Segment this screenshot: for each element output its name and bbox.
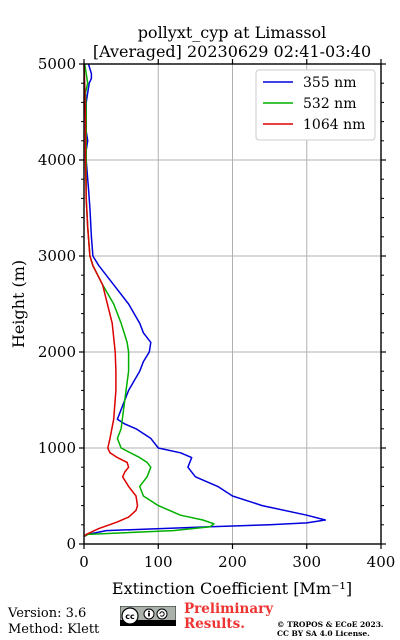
x-tick-label: 300 — [292, 553, 321, 571]
preliminary-results-note: Preliminary Results. — [184, 602, 273, 632]
y-axis-label: Height (m) — [9, 260, 28, 348]
cc-by-sa-badge-icon: cc — [120, 606, 176, 626]
x-axis-label: Extinction Coefficient [Mm⁻¹] — [112, 579, 352, 598]
svg-text:cc: cc — [125, 612, 135, 621]
y-tick-label: 2000 — [38, 343, 76, 361]
x-tick-label: 200 — [218, 553, 247, 571]
version-text: Version: 3.6 — [8, 606, 87, 621]
series-line-532-nm — [83, 63, 215, 537]
series-lines — [83, 63, 327, 537]
legend-label: 1064 nm — [303, 117, 365, 133]
x-tick-label: 0 — [79, 553, 89, 571]
y-tick-label: 1000 — [38, 439, 76, 457]
y-tick-label: 4000 — [38, 151, 76, 169]
preliminary-line-1: Preliminary — [184, 601, 274, 617]
legend-box — [255, 69, 376, 141]
method-text: Method: Klett — [8, 622, 100, 637]
preliminary-line-2: Results. — [184, 616, 245, 632]
legend: 355 nm 532 nm 1064 nm — [255, 69, 376, 141]
copyright-line-2: CC BY SA 4.0 License. — [277, 629, 370, 638]
copyright-line-1: © TROPOS & ECoE 2023. — [277, 620, 384, 629]
legend-label: 355 nm — [303, 75, 356, 91]
y-tick-label: 5000 — [38, 55, 76, 73]
y-tick-label: 3000 — [38, 247, 76, 265]
y-tick-label: 0 — [66, 535, 76, 553]
legend-label: 532 nm — [303, 96, 356, 112]
extinction-profile-chart: pollyxt_cyp at Limassol [Averaged] 20230… — [9, 23, 396, 598]
chart-subtitle: [Averaged] 20230629 02:41-03:40 — [93, 42, 371, 61]
chart-title: pollyxt_cyp at Limassol — [138, 23, 327, 42]
x-tick-label: 100 — [144, 553, 173, 571]
copyright-notice: © TROPOS & ECoE 2023. CC BY SA 4.0 Licen… — [277, 620, 384, 638]
series-line-1064-nm — [83, 63, 139, 537]
x-tick-label: 400 — [367, 553, 396, 571]
